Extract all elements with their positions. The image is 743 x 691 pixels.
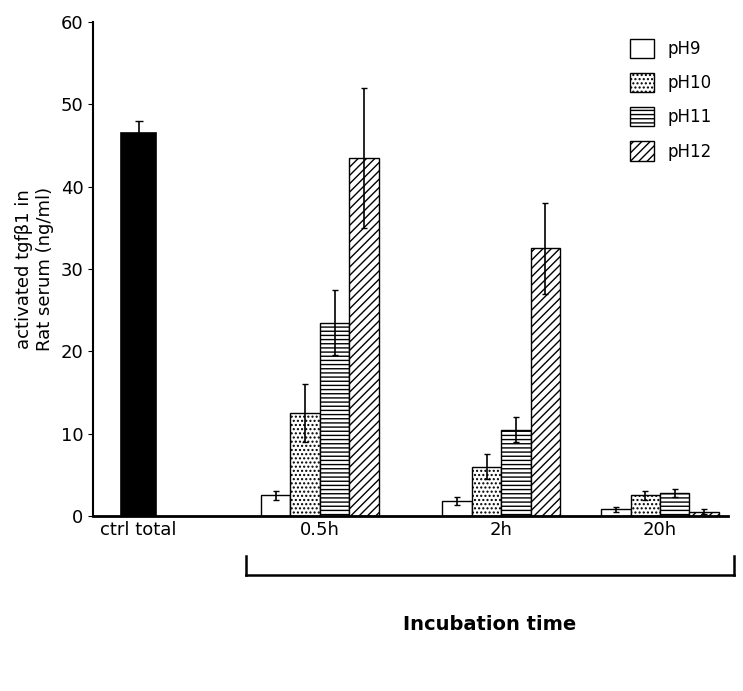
Y-axis label: activated tgfβ1 in
Rat serum (ng/ml): activated tgfβ1 in Rat serum (ng/ml) <box>15 187 53 351</box>
Bar <box>660 493 690 516</box>
Bar <box>472 466 502 516</box>
Bar <box>349 158 379 516</box>
Bar <box>261 495 291 516</box>
Text: Incubation time: Incubation time <box>403 615 577 634</box>
Legend: pH9, pH10, pH11, pH12: pH9, pH10, pH11, pH12 <box>622 30 720 169</box>
Bar <box>121 133 156 516</box>
Bar <box>631 495 660 516</box>
Bar <box>320 323 349 516</box>
Bar <box>690 512 719 516</box>
Bar <box>442 501 472 516</box>
Bar <box>291 413 320 516</box>
Bar <box>531 249 560 516</box>
Bar <box>502 430 531 516</box>
Bar <box>601 509 631 516</box>
